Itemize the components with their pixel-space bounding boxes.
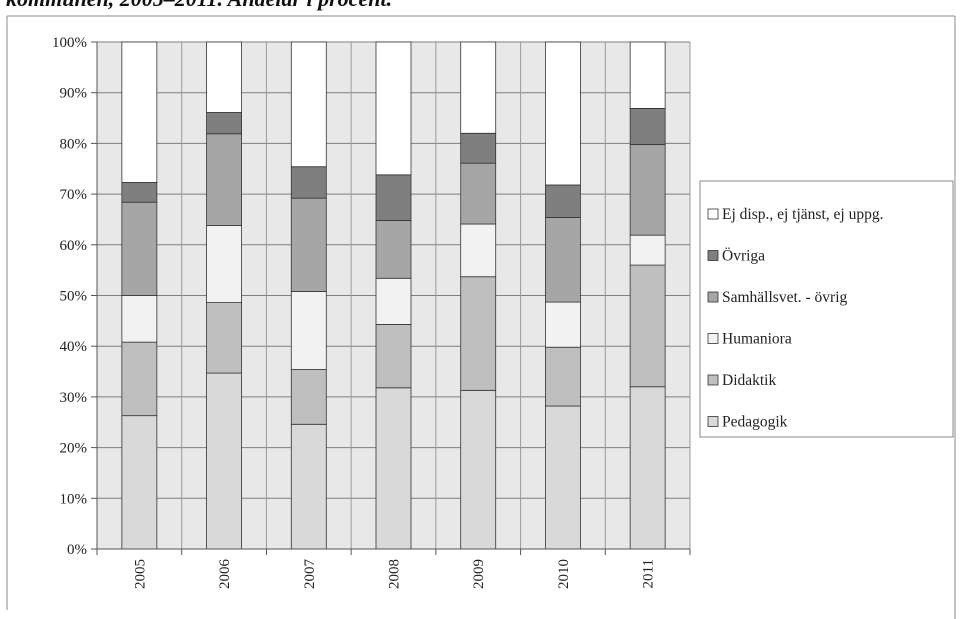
bar-segment <box>545 301 581 348</box>
y-tick-label: 50% <box>60 289 88 305</box>
bar-segment <box>121 201 158 296</box>
x-tick-label: 2006 <box>217 559 233 590</box>
bar-segment <box>206 41 242 113</box>
bar-segment <box>121 41 158 183</box>
legend-label: Didaktik <box>722 372 776 389</box>
bar-segment <box>121 415 158 550</box>
legend-swatch <box>707 208 719 220</box>
bar-segment <box>545 217 581 303</box>
bar-segment <box>206 302 242 374</box>
y-tick-label: 40% <box>60 339 88 355</box>
legend-label: Pedagogik <box>722 414 788 431</box>
bar-segment <box>375 277 412 325</box>
legend-swatch <box>707 333 719 344</box>
y-tick-label: 30% <box>60 390 88 406</box>
bars <box>121 41 666 550</box>
bar-segment <box>121 182 158 203</box>
bar-segment <box>206 372 242 550</box>
bar-segment <box>545 184 581 218</box>
bar-segment <box>629 234 666 266</box>
bar-segment <box>629 41 666 109</box>
y-tick-label: 70% <box>60 187 88 203</box>
bar-segment <box>290 423 327 550</box>
x-tick-label: 2005 <box>132 559 148 589</box>
bar-segment <box>545 41 581 186</box>
x-tick-label: 2008 <box>387 559 403 589</box>
chart-title: kommunen, 2005–2011. Andelar i procent. <box>6 0 956 16</box>
y-tick-label: 10% <box>60 491 88 507</box>
bar-segment <box>121 341 158 417</box>
bar-segment <box>460 389 497 550</box>
y-tick-label: 20% <box>60 441 88 457</box>
y-tick-label: 90% <box>60 86 88 102</box>
x-tick-label: 2011 <box>641 559 657 588</box>
bar-segment <box>460 132 497 164</box>
x-tick-label: 2007 <box>302 559 318 590</box>
bar-segment <box>629 108 666 145</box>
bar-segment <box>629 386 666 550</box>
legend-label: Övriga <box>722 248 765 265</box>
bar-segment <box>375 387 412 550</box>
legend-swatch <box>707 416 719 427</box>
bar-segment <box>290 369 327 425</box>
y-tick-label: 0% <box>67 542 87 558</box>
legend-label: Ej disp., ej tjänst, ej uppg. <box>722 206 883 223</box>
bar-segment <box>545 405 581 550</box>
bar-segment <box>290 197 327 292</box>
bar-segment <box>290 291 327 370</box>
axes: 0% 10% 20% 30% 40% 50% 60% 70% 80% 90% 100% 2005 200… <box>52 35 691 590</box>
bar-segment <box>290 166 327 199</box>
y-tick-label: 100% <box>52 35 87 51</box>
bar-segment <box>121 295 158 343</box>
legend: Ej disp., ej tjänst, ej uppg. Övriga Samhä… <box>699 180 954 438</box>
chart-frame <box>6 15 956 619</box>
bar-segment <box>545 346 581 407</box>
bar-segment <box>460 276 497 391</box>
y-tick-label: 60% <box>60 238 88 254</box>
bar-segment <box>629 144 666 236</box>
bar-segment <box>629 264 666 388</box>
bar-segment <box>290 41 327 168</box>
bar-segment <box>460 162 497 225</box>
bar-segment <box>460 41 497 134</box>
legend-swatch <box>707 291 719 303</box>
bar-segment <box>206 225 242 303</box>
bar-segment <box>460 223 497 278</box>
bar-segment <box>206 133 242 226</box>
legend-swatch <box>707 374 719 386</box>
y-tick-label: 80% <box>60 136 88 152</box>
legend-label: Humaniora <box>722 331 792 348</box>
bar-segment <box>375 323 412 389</box>
legend-box <box>699 180 954 438</box>
legend-label: Samhällsvet. - övrig <box>722 289 848 306</box>
bar-segment <box>206 112 242 135</box>
bar-segment <box>375 220 412 279</box>
x-tick-label: 2009 <box>471 559 487 589</box>
legend-swatch <box>707 250 719 261</box>
x-tick-label: 2010 <box>556 559 572 589</box>
bar-segment <box>375 174 412 221</box>
bar-segment <box>375 41 412 176</box>
